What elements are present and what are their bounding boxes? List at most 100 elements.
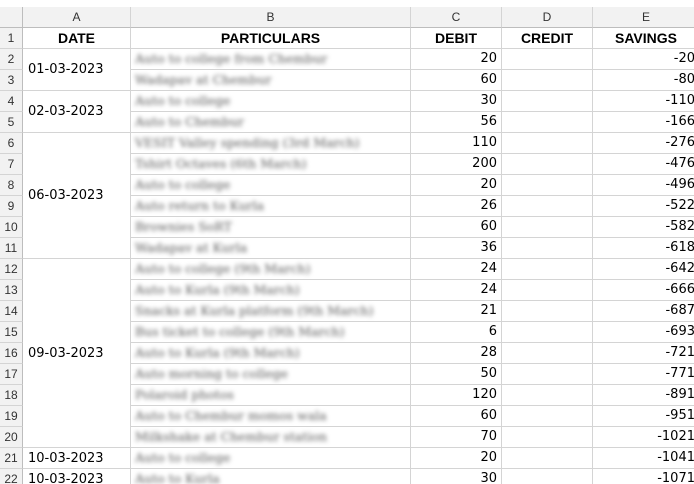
savings-cell[interactable]: -687 <box>593 301 694 322</box>
particulars-cell[interactable]: Auto to college <box>131 175 411 196</box>
credit-cell[interactable] <box>502 217 593 238</box>
particulars-cell[interactable]: Auto to college <box>131 448 411 469</box>
row-header[interactable]: 21 <box>0 448 23 469</box>
savings-cell[interactable]: -693 <box>593 322 694 343</box>
particulars-cell[interactable]: Polaroid photos <box>131 385 411 406</box>
particulars-cell[interactable]: Auto to Kurla (9th March) <box>131 343 411 364</box>
row-header[interactable]: 18 <box>0 385 23 406</box>
savings-cell[interactable]: -582 <box>593 217 694 238</box>
savings-cell[interactable]: -1021 <box>593 427 694 448</box>
savings-cell[interactable]: -618 <box>593 238 694 259</box>
credit-cell[interactable] <box>502 175 593 196</box>
credit-cell[interactable] <box>502 238 593 259</box>
select-all-corner[interactable] <box>0 7 23 28</box>
date-cell[interactable]: 09-03-2023 <box>23 259 131 448</box>
debit-cell[interactable]: 50 <box>411 364 502 385</box>
credit-cell[interactable] <box>502 364 593 385</box>
savings-cell[interactable]: -496 <box>593 175 694 196</box>
credit-cell[interactable] <box>502 406 593 427</box>
column-header-d[interactable]: D <box>502 7 593 28</box>
debit-cell[interactable]: 60 <box>411 217 502 238</box>
debit-cell[interactable]: 120 <box>411 385 502 406</box>
column-header-c[interactable]: C <box>411 7 502 28</box>
header-particulars[interactable]: PARTICULARS <box>131 28 411 49</box>
credit-cell[interactable] <box>502 469 593 484</box>
debit-cell[interactable]: 26 <box>411 196 502 217</box>
debit-cell[interactable]: 20 <box>411 175 502 196</box>
row-header[interactable]: 10 <box>0 217 23 238</box>
particulars-cell[interactable]: Tshirt Octaves (6th March) <box>131 154 411 175</box>
header-credit[interactable]: CREDIT <box>502 28 593 49</box>
particulars-cell[interactable]: Snacks at Kurla platform (9th March) <box>131 301 411 322</box>
particulars-cell[interactable]: Brownies SoRT <box>131 217 411 238</box>
savings-cell[interactable]: -276 <box>593 133 694 154</box>
savings-cell[interactable]: -110 <box>593 91 694 112</box>
row-header[interactable]: 14 <box>0 301 23 322</box>
credit-cell[interactable] <box>502 385 593 406</box>
credit-cell[interactable] <box>502 280 593 301</box>
credit-cell[interactable] <box>502 259 593 280</box>
credit-cell[interactable] <box>502 427 593 448</box>
row-header[interactable]: 19 <box>0 406 23 427</box>
credit-cell[interactable] <box>502 49 593 70</box>
row-header[interactable]: 2 <box>0 49 23 70</box>
row-header[interactable]: 15 <box>0 322 23 343</box>
debit-cell[interactable]: 28 <box>411 343 502 364</box>
particulars-cell[interactable]: Auto to college from Chembur <box>131 49 411 70</box>
credit-cell[interactable] <box>502 91 593 112</box>
header-savings[interactable]: SAVINGS <box>593 28 694 49</box>
row-header[interactable]: 12 <box>0 259 23 280</box>
savings-cell[interactable]: -771 <box>593 364 694 385</box>
particulars-cell[interactable]: Milkshake at Chembur station <box>131 427 411 448</box>
debit-cell[interactable]: 200 <box>411 154 502 175</box>
row-header[interactable]: 11 <box>0 238 23 259</box>
savings-cell[interactable]: -642 <box>593 259 694 280</box>
header-debit[interactable]: DEBIT <box>411 28 502 49</box>
particulars-cell[interactable]: Auto to Kurla (9th March) <box>131 280 411 301</box>
particulars-cell[interactable]: Auto to college (9th March) <box>131 259 411 280</box>
particulars-cell[interactable]: Wadapav at Chembur <box>131 70 411 91</box>
debit-cell[interactable]: 24 <box>411 259 502 280</box>
credit-cell[interactable] <box>502 70 593 91</box>
date-cell[interactable]: 02-03-2023 <box>23 91 131 133</box>
debit-cell[interactable]: 20 <box>411 448 502 469</box>
savings-cell[interactable]: -80 <box>593 70 694 91</box>
savings-cell[interactable]: -1071 <box>593 469 694 484</box>
debit-cell[interactable]: 56 <box>411 112 502 133</box>
row-header[interactable]: 20 <box>0 427 23 448</box>
credit-cell[interactable] <box>502 448 593 469</box>
date-cell[interactable]: 10-03-2023 <box>23 469 131 484</box>
date-cell[interactable]: 10-03-2023 <box>23 448 131 469</box>
date-cell[interactable]: 06-03-2023 <box>23 133 131 259</box>
debit-cell[interactable]: 30 <box>411 91 502 112</box>
debit-cell[interactable]: 60 <box>411 406 502 427</box>
debit-cell[interactable]: 24 <box>411 280 502 301</box>
credit-cell[interactable] <box>502 301 593 322</box>
particulars-cell[interactable]: Bus ticket to college (9th March) <box>131 322 411 343</box>
particulars-cell[interactable]: Auto to Kurla <box>131 469 411 484</box>
savings-cell[interactable]: -721 <box>593 343 694 364</box>
row-header[interactable]: 16 <box>0 343 23 364</box>
column-header-e[interactable]: E <box>593 7 694 28</box>
row-header[interactable]: 17 <box>0 364 23 385</box>
row-header[interactable]: 1 <box>0 28 23 49</box>
debit-cell[interactable]: 70 <box>411 427 502 448</box>
particulars-cell[interactable]: Auto morning to college <box>131 364 411 385</box>
particulars-cell[interactable]: Auto to college <box>131 91 411 112</box>
particulars-cell[interactable]: Auto to Chembur momos wala <box>131 406 411 427</box>
column-header-a[interactable]: A <box>23 7 131 28</box>
row-header[interactable]: 8 <box>0 175 23 196</box>
debit-cell[interactable]: 60 <box>411 70 502 91</box>
debit-cell[interactable]: 20 <box>411 49 502 70</box>
column-header-b[interactable]: B <box>131 7 411 28</box>
credit-cell[interactable] <box>502 133 593 154</box>
debit-cell[interactable]: 36 <box>411 238 502 259</box>
header-date[interactable]: DATE <box>23 28 131 49</box>
savings-cell[interactable]: -20 <box>593 49 694 70</box>
credit-cell[interactable] <box>502 154 593 175</box>
credit-cell[interactable] <box>502 112 593 133</box>
debit-cell[interactable]: 21 <box>411 301 502 322</box>
debit-cell[interactable]: 110 <box>411 133 502 154</box>
debit-cell[interactable]: 6 <box>411 322 502 343</box>
row-header[interactable]: 6 <box>0 133 23 154</box>
